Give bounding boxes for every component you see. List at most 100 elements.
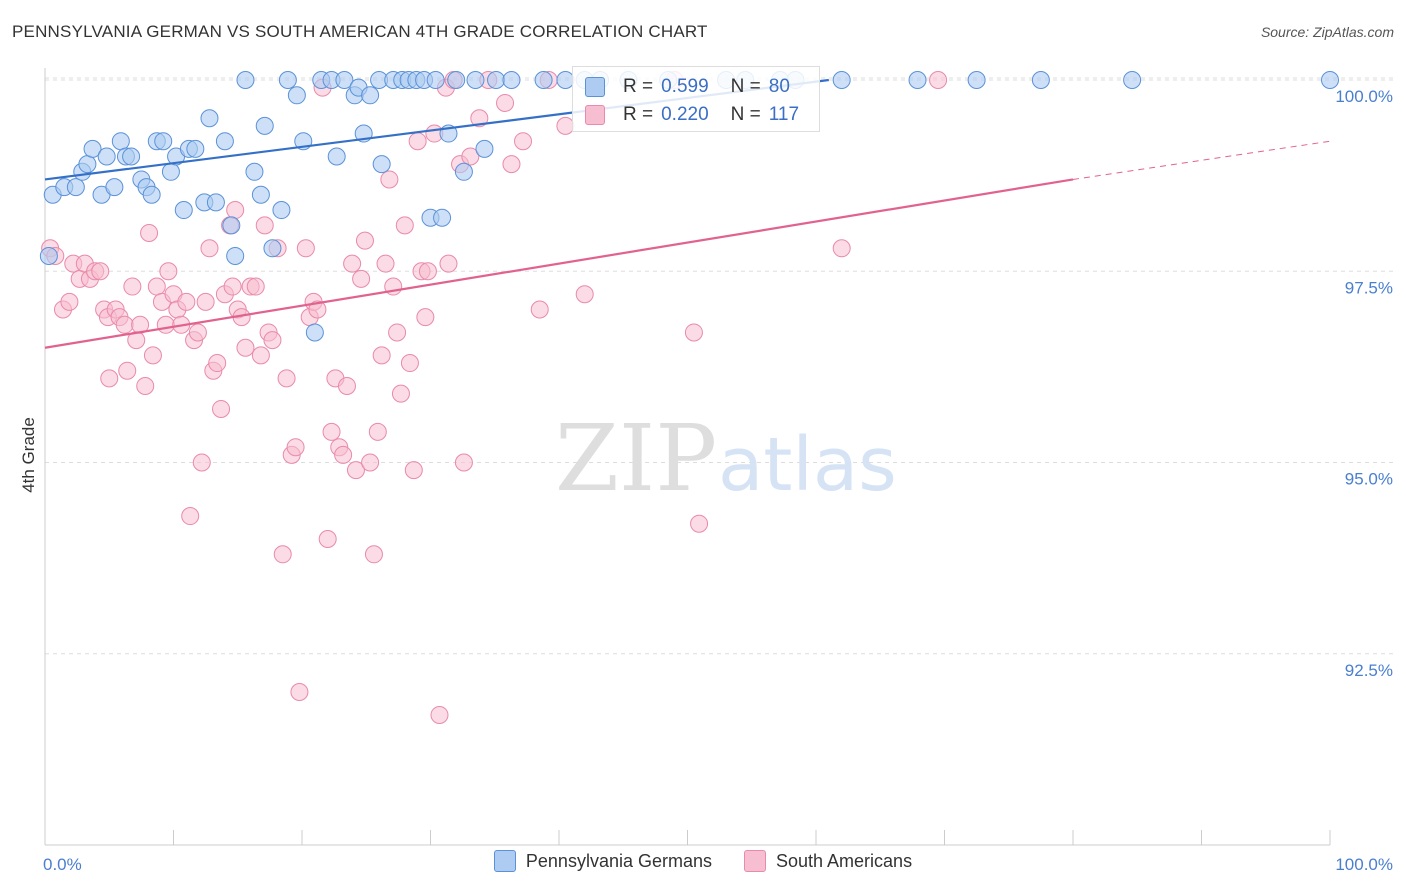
data-point-south-americans [343, 254, 362, 273]
legend-swatch-pink [585, 105, 605, 125]
data-point-pennsylvania-germans [454, 162, 473, 181]
data-point-pennsylvania-germans [487, 71, 506, 89]
data-point-south-americans [400, 354, 419, 373]
data-point-south-americans [251, 346, 270, 365]
data-point-south-americans [368, 422, 387, 441]
data-point-south-americans [115, 315, 134, 334]
data-point-pennsylvania-germans [83, 139, 102, 158]
data-point-pennsylvania-germans [245, 162, 264, 181]
data-point-south-americans [380, 170, 399, 189]
data-point-south-americans [514, 132, 533, 151]
data-point-pennsylvania-germans [1123, 71, 1142, 89]
data-point-pennsylvania-germans [215, 132, 234, 151]
data-point-south-americans [131, 315, 150, 334]
legend-swatch-blue [493, 850, 516, 872]
data-point-pennsylvania-germans [236, 71, 255, 89]
data-point-south-americans [502, 155, 521, 174]
data-point-south-americans [929, 71, 948, 89]
stats-legend: R = 0.599 N = 80 R = 0.220 N = 117 [572, 66, 820, 132]
data-point-south-americans [308, 300, 327, 319]
data-point-pennsylvania-germans [287, 86, 306, 105]
legend-row-blue: R = 0.599 N = 80 [585, 73, 790, 101]
data-point-pennsylvania-germans [66, 178, 85, 197]
data-point-south-americans [376, 254, 395, 273]
data-point-pennsylvania-germans [447, 71, 466, 89]
data-point-south-americans [255, 216, 274, 235]
data-point-pennsylvania-germans [361, 86, 380, 105]
source-label: Source: ZipAtlas.com [1260, 24, 1394, 40]
data-point-south-americans [337, 377, 356, 395]
data-point-south-americans [118, 361, 137, 380]
legend-r-value-blue: 0.599 [661, 76, 709, 97]
legend-n-label: N = [730, 104, 761, 125]
data-point-south-americans [192, 453, 211, 472]
data-point-south-americans [496, 93, 515, 112]
data-point-pennsylvania-germans [78, 155, 97, 174]
data-point-south-americans [147, 277, 166, 296]
data-point-south-americans [91, 262, 110, 281]
legend-swatch-pink [744, 850, 766, 872]
data-point-pennsylvania-germans [475, 139, 494, 158]
data-point-south-americans [391, 384, 410, 403]
data-point-south-americans [684, 323, 703, 342]
data-point-south-americans [188, 323, 207, 342]
legend-item-pennsylvania-germans[interactable]: Pennsylvania Germans [493, 850, 712, 872]
data-point-pennsylvania-germans [39, 246, 58, 265]
data-point-pennsylvania-germans [105, 178, 124, 197]
data-point-south-americans [290, 683, 309, 701]
data-point-pennsylvania-germans [272, 201, 291, 220]
legend-label-pennsylvania-germans: Pennsylvania Germans [525, 850, 712, 871]
data-point-pennsylvania-germans [161, 162, 180, 181]
data-point-south-americans [355, 231, 374, 250]
data-point-south-americans [159, 262, 178, 281]
data-point-pennsylvania-germans [111, 132, 130, 151]
data-point-south-americans [143, 346, 162, 365]
watermark: ZIP atlas [555, 405, 897, 512]
legend-swatch-blue [585, 77, 605, 97]
watermark-zip: ZIP [555, 405, 717, 512]
data-point-pennsylvania-germans [832, 71, 851, 89]
data-point-pennsylvania-germans [278, 71, 297, 89]
data-point-south-americans [461, 147, 480, 166]
data-point-pennsylvania-germans [426, 71, 445, 89]
data-point-pennsylvania-germans [534, 71, 553, 89]
legend-item-south-americans[interactable]: South Americans [744, 850, 912, 872]
data-point-south-americans [273, 545, 292, 564]
data-point-pennsylvania-germans [154, 132, 173, 151]
data-point-pennsylvania-germans [142, 185, 161, 204]
data-point-pennsylvania-germans [200, 109, 219, 128]
data-point-south-americans [352, 269, 371, 288]
y-axis-label: 4th Grade [19, 417, 38, 493]
data-point-south-americans [346, 461, 365, 480]
data-point-south-americans [418, 262, 437, 281]
y-tick-label: 92.5% [1345, 661, 1393, 680]
data-point-south-americans [395, 216, 414, 235]
data-point-south-americans [334, 445, 353, 464]
series-legend: Pennsylvania Germans South Americans [0, 850, 1406, 872]
data-point-south-americans [277, 369, 296, 388]
pink-points [41, 71, 948, 724]
data-point-pennsylvania-germans [251, 185, 270, 204]
data-point-pennsylvania-germans [206, 193, 225, 212]
data-point-pennsylvania-germans [335, 71, 354, 89]
watermark-atlas: atlas [718, 422, 897, 508]
data-point-pennsylvania-germans [226, 246, 245, 265]
data-point-pennsylvania-germans [305, 323, 324, 342]
legend-r-value-pink: 0.220 [661, 104, 709, 125]
data-point-south-americans [439, 254, 458, 273]
data-point-pennsylvania-germans [1031, 71, 1050, 89]
y-tick-label: 100.0% [1335, 87, 1393, 106]
data-point-south-americans [140, 224, 159, 242]
data-point-pennsylvania-germans [1321, 71, 1339, 89]
data-point-south-americans [832, 239, 851, 258]
data-point-pennsylvania-germans [174, 201, 193, 220]
data-point-south-americans [123, 277, 142, 296]
y-tick-label: 95.0% [1345, 470, 1393, 489]
data-point-south-americans [454, 453, 473, 472]
data-point-south-americans [223, 277, 242, 296]
data-point-pennsylvania-germans [222, 216, 241, 235]
data-point-pennsylvania-germans [372, 155, 391, 174]
data-point-south-americans [408, 132, 427, 151]
data-point-south-americans [177, 292, 196, 311]
